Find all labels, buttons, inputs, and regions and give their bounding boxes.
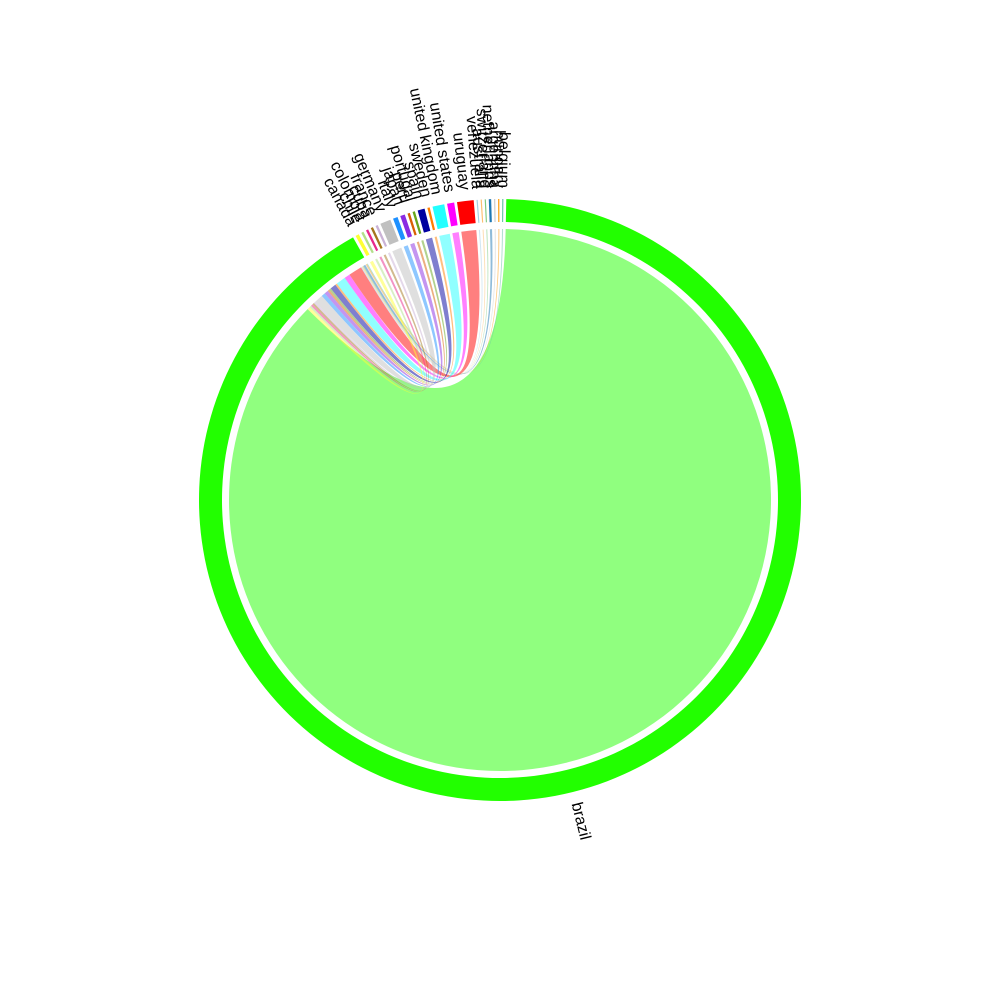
arc-portugal xyxy=(412,211,422,234)
arc-colombia xyxy=(365,229,379,252)
arc-germany xyxy=(380,219,399,245)
label-uruguay: uruguay xyxy=(449,132,473,191)
arc-hungary xyxy=(498,199,500,223)
arc-sweden xyxy=(427,207,436,231)
arc-japan xyxy=(400,214,413,238)
arc-canada xyxy=(355,234,370,257)
ribbon-uruguay-brazil xyxy=(349,230,480,378)
arc-layer xyxy=(198,199,802,801)
ribbon-layer xyxy=(228,229,772,771)
arc-switzerland xyxy=(484,199,487,223)
arc-france xyxy=(375,224,388,247)
label-brazil: brazil xyxy=(568,801,594,842)
arc-united-states xyxy=(447,202,458,227)
label-belgium: belgium xyxy=(495,132,513,188)
ribbon-united-states-brazil xyxy=(344,232,468,379)
ribbon-germany-brazil xyxy=(315,247,436,389)
arc-australia xyxy=(480,199,484,223)
arc-united-kingdom xyxy=(432,204,449,230)
ribbon-brazil-brazil xyxy=(228,229,772,771)
ribbon-united-kingdom-brazil xyxy=(336,233,462,381)
arc-spain xyxy=(417,208,431,233)
arc-cuba xyxy=(370,227,383,249)
label-argentina: argentina xyxy=(485,121,503,188)
arc-italy xyxy=(393,216,406,241)
arc-venezuela xyxy=(476,199,480,223)
ribbon-portugal-brazil xyxy=(329,240,448,384)
arc-netherlands xyxy=(488,199,492,223)
arc-argentina xyxy=(494,199,496,223)
arc-peru xyxy=(407,212,417,236)
ribbon-cuba-brazil xyxy=(312,254,429,392)
label-netherlands: netherlands xyxy=(479,104,499,188)
label-switzerland: switzerland xyxy=(473,108,494,189)
label-hungary: hungary xyxy=(490,130,507,188)
ribbon-spain-brazil xyxy=(330,237,452,383)
label-australia: australia xyxy=(469,128,490,190)
arc-belgium xyxy=(502,199,504,223)
arc-uruguay xyxy=(456,200,476,225)
label-venezuela: venezuela xyxy=(463,115,486,189)
arc-chile xyxy=(361,231,374,254)
